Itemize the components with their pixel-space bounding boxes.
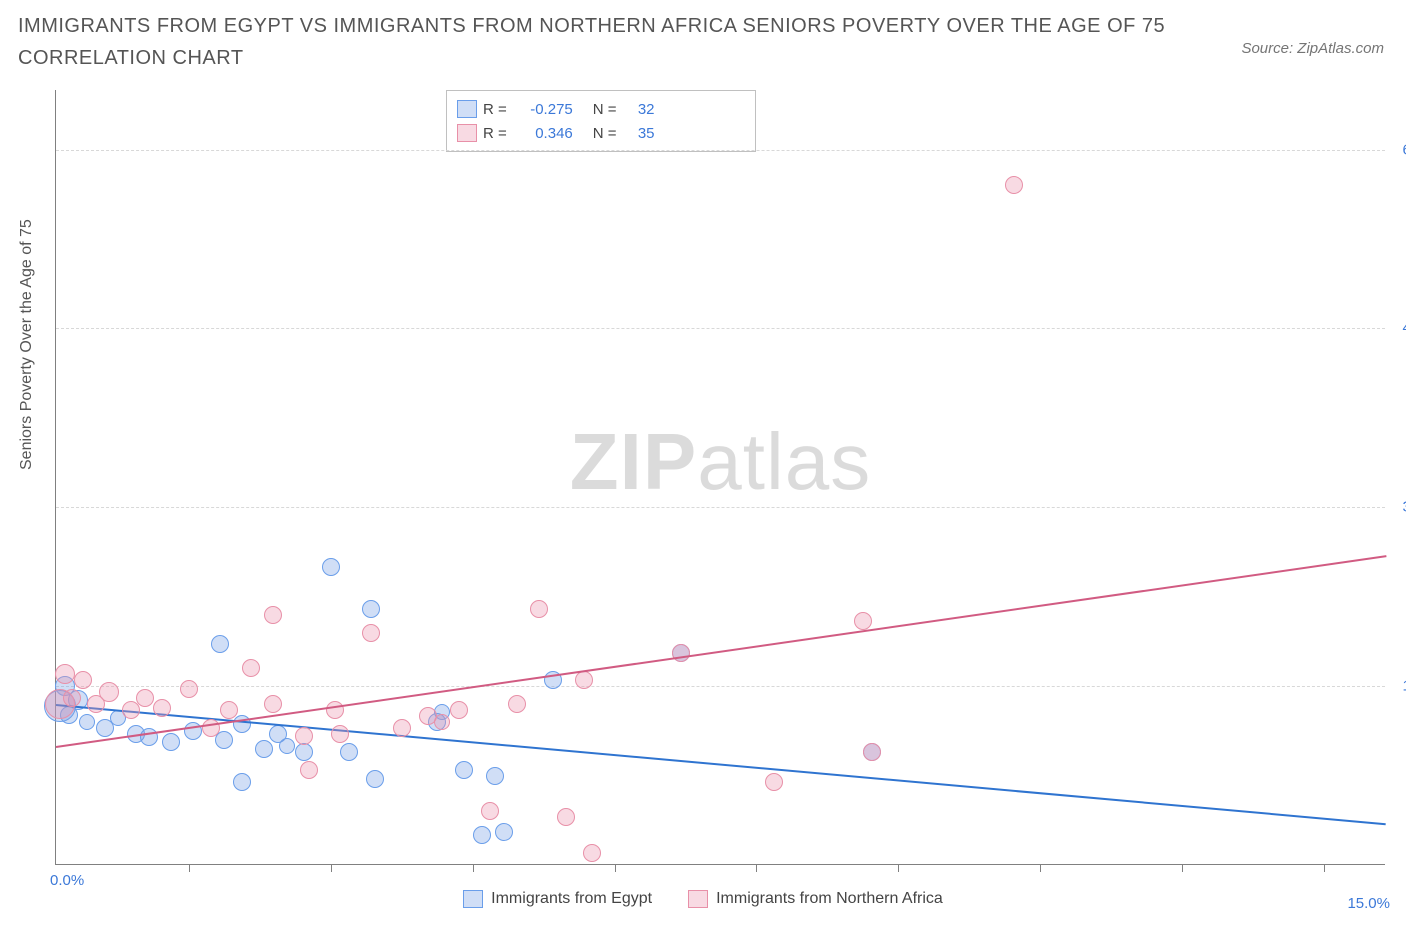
stats-legend: R = -0.275 N = 32 R = 0.346 N = 35 bbox=[446, 90, 756, 152]
data-point-nafrica bbox=[202, 719, 220, 737]
legend-r-value: -0.275 bbox=[515, 101, 573, 118]
data-point-nafrica bbox=[180, 680, 198, 698]
x-tick bbox=[898, 864, 899, 872]
legend-n-label: N = bbox=[593, 125, 617, 142]
data-point-nafrica bbox=[136, 689, 154, 707]
trend-line-egypt bbox=[56, 704, 1386, 825]
data-point-egypt bbox=[362, 600, 380, 618]
legend-r-label: R = bbox=[483, 101, 507, 118]
data-point-egypt bbox=[211, 635, 229, 653]
data-point-nafrica bbox=[434, 714, 450, 730]
data-point-egypt bbox=[279, 738, 295, 754]
gridline bbox=[56, 686, 1385, 687]
data-point-egypt bbox=[255, 740, 273, 758]
data-point-nafrica bbox=[331, 725, 349, 743]
data-point-nafrica bbox=[264, 695, 282, 713]
x-tick bbox=[331, 864, 332, 872]
series-legend-label: Immigrants from Egypt bbox=[491, 890, 652, 908]
source-attribution: Source: ZipAtlas.com bbox=[1241, 40, 1384, 57]
legend-n-label: N = bbox=[593, 101, 617, 118]
legend-swatch-icon bbox=[463, 890, 483, 908]
data-point-nafrica bbox=[63, 689, 81, 707]
stats-legend-row-egypt: R = -0.275 N = 32 bbox=[457, 97, 745, 121]
data-point-egypt bbox=[322, 558, 340, 576]
data-point-nafrica bbox=[583, 844, 601, 862]
y-tick-label: 15.0% bbox=[1390, 678, 1406, 695]
data-point-nafrica bbox=[450, 701, 468, 719]
x-tick bbox=[1324, 864, 1325, 872]
x-tick bbox=[756, 864, 757, 872]
y-tick-label: 30.0% bbox=[1390, 499, 1406, 516]
data-point-egypt bbox=[455, 761, 473, 779]
data-point-nafrica bbox=[508, 695, 526, 713]
data-point-egypt bbox=[162, 733, 180, 751]
data-point-nafrica bbox=[530, 600, 548, 618]
x-axis-origin-label: 0.0% bbox=[50, 872, 84, 889]
y-axis-label: Seniors Poverty Over the Age of 75 bbox=[18, 219, 36, 470]
legend-swatch-icon bbox=[688, 890, 708, 908]
legend-r-label: R = bbox=[483, 125, 507, 142]
data-point-egypt bbox=[340, 743, 358, 761]
data-point-nafrica bbox=[99, 682, 119, 702]
data-point-nafrica bbox=[765, 773, 783, 791]
data-point-egypt bbox=[295, 743, 313, 761]
chart-title: IMMIGRANTS FROM EGYPT VS IMMIGRANTS FROM… bbox=[18, 10, 1176, 74]
trend-line-nafrica bbox=[56, 555, 1386, 748]
chart-plot-area: ZIPatlas R =-0.275N =32R =0.346N =35 15.… bbox=[55, 90, 1385, 865]
legend-swatch-icon bbox=[457, 124, 477, 142]
x-tick bbox=[1182, 864, 1183, 872]
data-point-nafrica bbox=[153, 699, 171, 717]
data-point-nafrica bbox=[557, 808, 575, 826]
data-point-egypt bbox=[495, 823, 513, 841]
data-point-nafrica bbox=[362, 624, 380, 642]
x-tick bbox=[615, 864, 616, 872]
x-tick bbox=[189, 864, 190, 872]
x-tick bbox=[473, 864, 474, 872]
series-legend-label: Immigrants from Northern Africa bbox=[716, 890, 943, 908]
legend-r-value: 0.346 bbox=[515, 125, 573, 142]
legend-n-value: 35 bbox=[625, 125, 655, 142]
data-point-nafrica bbox=[1005, 176, 1023, 194]
data-point-nafrica bbox=[55, 664, 75, 684]
data-point-nafrica bbox=[220, 701, 238, 719]
data-point-egypt bbox=[233, 773, 251, 791]
data-point-nafrica bbox=[295, 727, 313, 745]
data-point-egypt bbox=[79, 714, 95, 730]
gridline bbox=[56, 328, 1385, 329]
stats-legend-row-nafrica: R = 0.346 N = 35 bbox=[457, 121, 745, 145]
data-point-nafrica bbox=[575, 671, 593, 689]
watermark: ZIPatlas bbox=[570, 416, 871, 508]
data-point-nafrica bbox=[74, 671, 92, 689]
y-tick-label: 60.0% bbox=[1390, 141, 1406, 158]
data-point-nafrica bbox=[264, 606, 282, 624]
gridline bbox=[56, 507, 1385, 508]
legend-swatch-icon bbox=[457, 100, 477, 118]
series-legend-item-egypt: Immigrants from Egypt bbox=[463, 890, 652, 908]
series-legend-item-nafrica: Immigrants from Northern Africa bbox=[688, 890, 943, 908]
data-point-nafrica bbox=[300, 761, 318, 779]
data-point-nafrica bbox=[481, 802, 499, 820]
legend-n-value: 32 bbox=[625, 101, 655, 118]
gridline bbox=[56, 150, 1385, 151]
y-tick-label: 45.0% bbox=[1390, 320, 1406, 337]
data-point-nafrica bbox=[863, 743, 881, 761]
data-point-egypt bbox=[366, 770, 384, 788]
data-point-nafrica bbox=[393, 719, 411, 737]
data-point-nafrica bbox=[854, 612, 872, 630]
data-point-nafrica bbox=[242, 659, 260, 677]
series-legend: Immigrants from Egypt Immigrants from Nor… bbox=[0, 890, 1406, 913]
data-point-egypt bbox=[486, 767, 504, 785]
data-point-nafrica bbox=[326, 701, 344, 719]
x-tick bbox=[1040, 864, 1041, 872]
data-point-egypt bbox=[473, 826, 491, 844]
